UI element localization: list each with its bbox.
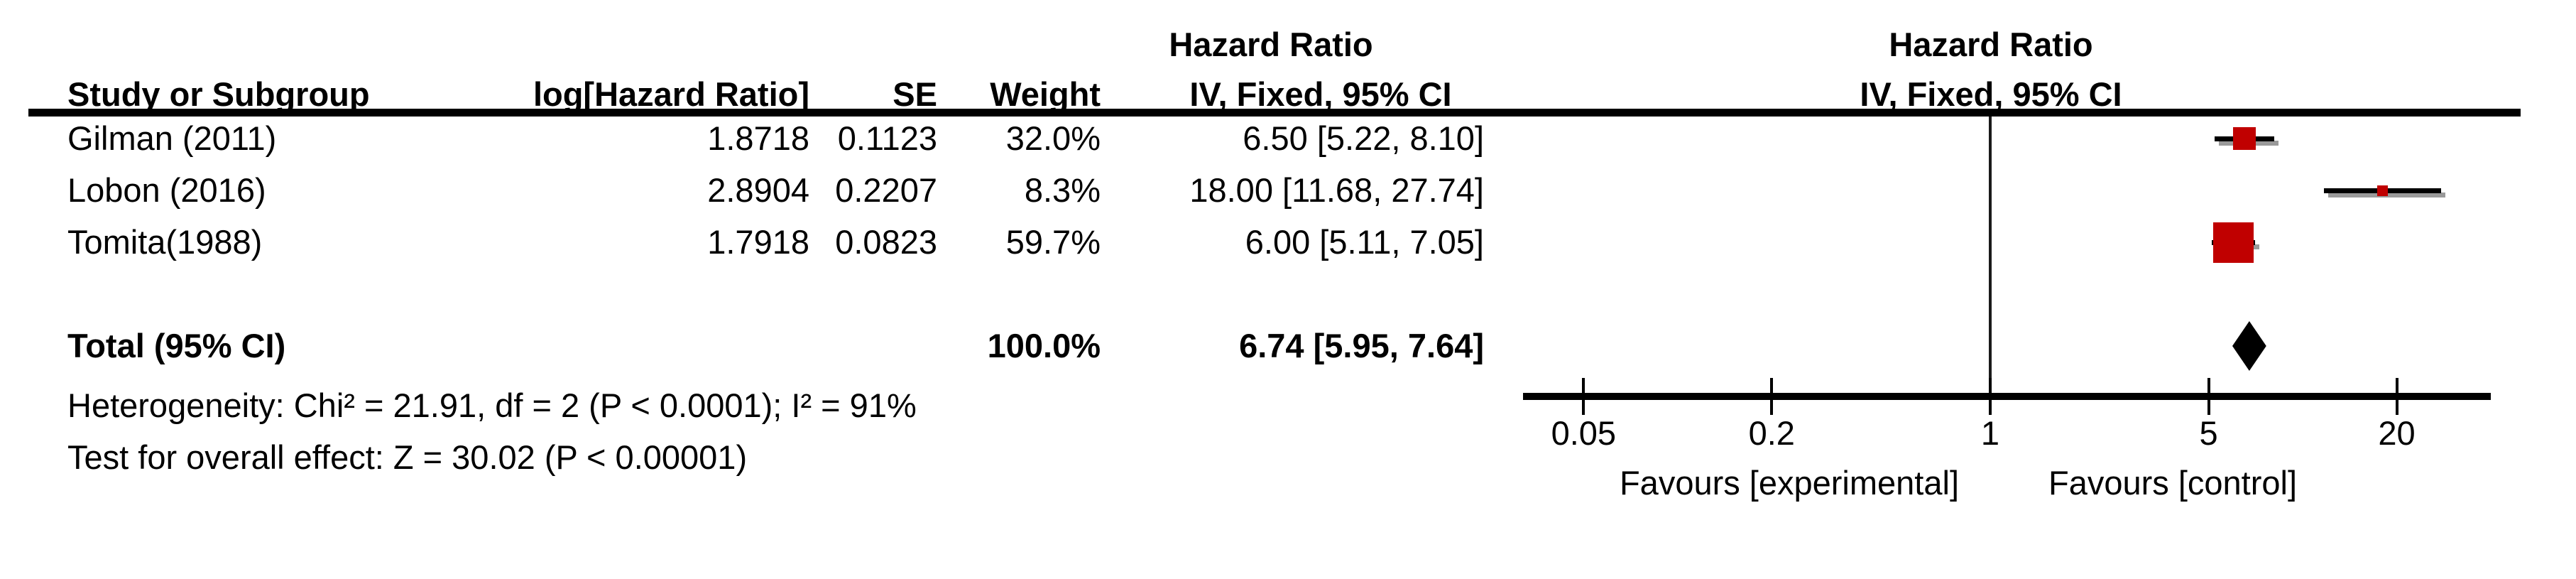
axis-tick [2207, 378, 2210, 415]
study-ci: 6.50 [5.22, 8.10] [1243, 119, 1484, 157]
axis-tick [1582, 378, 1586, 415]
study-weight: 8.3% [1024, 171, 1101, 209]
study-se: 0.2207 [835, 171, 937, 209]
axis-tick-label: 5 [2199, 414, 2218, 452]
total-weight: 100.0% [987, 327, 1101, 364]
overall-effect-stats: Test for overall effect: Z = 30.02 (P < … [67, 438, 748, 476]
axis-tick-label: 20 [2378, 414, 2416, 452]
study-weight: 32.0% [1005, 119, 1101, 157]
forest-plot-area: Favours [experimental] Favours [control]… [1523, 0, 2491, 579]
heterogeneity-stats: Heterogeneity: Chi² = 21.91, df = 2 (P <… [67, 386, 917, 424]
x-axis-line [1523, 393, 2491, 400]
total-label: Total (95% CI) [67, 327, 286, 364]
study-weight: 59.7% [1005, 223, 1101, 261]
total-ci: 6.74 [5.95, 7.64] [1239, 327, 1484, 364]
study-log-hr: 1.8718 [707, 119, 809, 157]
study-name: Tomita(1988) [67, 223, 263, 261]
axis-tick [1770, 378, 1774, 415]
summary-diamond [2232, 321, 2266, 371]
header-divider-rule [28, 109, 2521, 117]
plot-method-header: IV, Fixed, 95% CI [1860, 75, 2122, 113]
column-header-se: SE [893, 75, 937, 113]
study-log-hr: 2.8904 [707, 171, 809, 209]
forest-square [2376, 185, 2388, 196]
left-effect-title: Hazard Ratio [1169, 26, 1373, 63]
column-header-study: Study or Subgroup [67, 75, 370, 113]
column-header-log-hazard-ratio: log[Hazard Ratio] [533, 75, 809, 113]
study-ci: 18.00 [11.68, 27.74] [1189, 171, 1484, 209]
study-name: Gilman (2011) [67, 119, 277, 157]
axis-tick-label: 1 [1980, 414, 1999, 452]
study-ci: 6.00 [5.11, 7.05] [1245, 223, 1484, 261]
favours-control-label: Favours [control] [2048, 464, 2298, 502]
study-name: Lobon (2016) [67, 171, 266, 209]
axis-tick-label: 0.2 [1748, 414, 1795, 452]
axis-tick [1988, 378, 1992, 415]
study-se: 0.0823 [835, 223, 937, 261]
forest-square [2212, 222, 2254, 263]
study-log-hr: 1.7918 [707, 223, 809, 261]
axis-tick [2395, 378, 2398, 415]
column-header-weight: Weight [990, 75, 1101, 113]
study-se: 0.1123 [837, 119, 937, 157]
axis-tick-label: 0.05 [1551, 414, 1617, 452]
null-effect-line [1988, 117, 1992, 400]
plot-effect-title: Hazard Ratio [1889, 26, 2093, 63]
favours-experimental-label: Favours [experimental] [1619, 464, 1960, 502]
column-header-ci: IV, Fixed, 95% CI [1189, 75, 1452, 113]
forest-square [2232, 127, 2256, 150]
